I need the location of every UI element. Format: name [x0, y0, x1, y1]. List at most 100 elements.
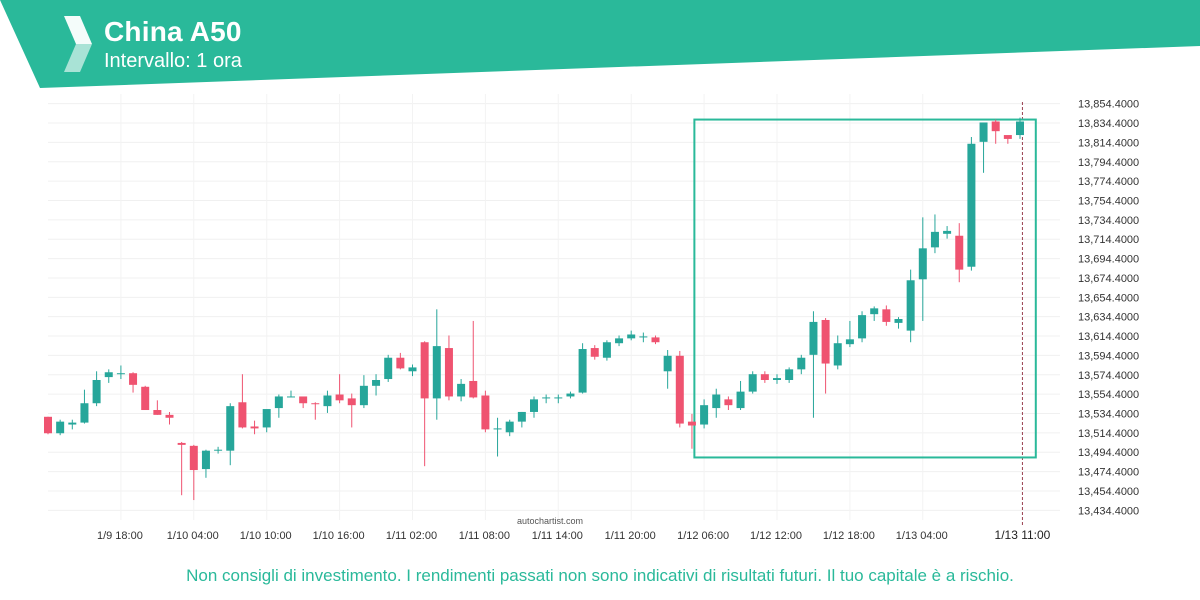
candle-body — [262, 409, 271, 428]
candle — [274, 394, 283, 418]
candle — [554, 394, 563, 404]
candle-body — [955, 235, 964, 270]
candle-body — [991, 121, 1000, 132]
candle — [736, 380, 745, 411]
candle — [615, 335, 624, 347]
candle-body — [882, 309, 891, 322]
y-tick-label: 13,534.4000 — [1078, 409, 1139, 421]
candle-body — [457, 383, 466, 397]
candle-body — [943, 230, 952, 234]
candle — [238, 374, 247, 429]
candle — [68, 419, 77, 430]
candle — [785, 367, 794, 383]
candle-body — [724, 399, 733, 406]
candle-body — [578, 349, 587, 393]
candle — [420, 341, 429, 467]
candle — [566, 391, 575, 399]
candle-body — [372, 380, 381, 386]
candle-body — [530, 399, 538, 412]
candle-body — [347, 398, 356, 406]
candle-body — [590, 348, 599, 357]
candle-body — [141, 386, 150, 411]
y-tick-label: 13,694.4000 — [1078, 254, 1139, 266]
candle-body — [651, 337, 660, 343]
candle-body — [116, 373, 125, 375]
candle — [602, 340, 611, 361]
candle — [323, 390, 332, 413]
candle — [44, 416, 52, 435]
candle-body — [104, 372, 113, 378]
candle-body — [1003, 135, 1012, 139]
candle — [906, 269, 915, 343]
candle — [955, 223, 964, 283]
candle-body — [906, 280, 915, 331]
y-tick-label: 13,634.4000 — [1078, 312, 1139, 324]
candle — [214, 446, 223, 454]
candle-body — [712, 394, 721, 409]
candle-body — [833, 343, 842, 366]
candle-body — [493, 428, 502, 430]
candle-body — [760, 374, 769, 381]
x-tick-label: 1/12 06:00 — [677, 530, 729, 542]
grid-lines — [48, 94, 1060, 520]
candle-body — [80, 403, 89, 423]
candle-body — [809, 321, 818, 355]
candle — [833, 335, 842, 370]
candles-layer — [44, 117, 1024, 501]
y-tick-label: 13,434.4000 — [1078, 505, 1139, 517]
interval-label: Intervallo: 1 ora — [104, 50, 242, 72]
candle-body — [335, 394, 344, 401]
candle — [517, 411, 526, 428]
candle — [930, 214, 939, 254]
y-tick-label: 13,654.4000 — [1078, 292, 1139, 304]
candle-body — [68, 422, 77, 425]
candle — [335, 374, 344, 404]
x-tick-label: 1/11 20:00 — [605, 530, 656, 542]
candle — [991, 119, 1000, 144]
candle-body — [469, 380, 478, 398]
candle — [165, 411, 174, 425]
x-tick-label: 1/11 08:00 — [459, 530, 510, 542]
candle — [1016, 117, 1024, 139]
x-tick-label: 1/11 02:00 — [386, 530, 437, 542]
candle — [444, 335, 453, 401]
candle — [1003, 135, 1012, 144]
candle-body — [542, 397, 551, 399]
y-tick-label: 13,594.4000 — [1078, 350, 1139, 362]
x-tick-label: 1/10 10:00 — [240, 530, 292, 542]
candle — [457, 379, 466, 402]
candle — [311, 402, 320, 420]
candle — [639, 332, 648, 343]
instrument-title: China A50 — [104, 16, 242, 47]
candle — [845, 320, 854, 348]
x-tick-label: 1/11 14:00 — [532, 530, 583, 542]
candle — [797, 354, 806, 375]
candle — [384, 354, 393, 382]
candle — [287, 390, 295, 398]
y-tick-label: 13,854.4000 — [1078, 99, 1139, 111]
candle-body — [870, 308, 879, 315]
candle — [918, 217, 927, 321]
candle-body — [311, 403, 320, 405]
candle-body — [420, 342, 429, 399]
candle-body — [894, 319, 903, 323]
y-tick-label: 13,574.4000 — [1078, 370, 1139, 382]
candle — [530, 396, 538, 418]
candle-body — [189, 445, 198, 471]
candle — [760, 371, 769, 383]
candle-body — [56, 421, 65, 434]
candle-body — [44, 416, 52, 434]
candle — [748, 371, 757, 394]
candle — [116, 365, 125, 380]
candle — [372, 374, 381, 396]
candle — [700, 399, 709, 429]
candle-body — [967, 143, 976, 267]
candle — [201, 449, 210, 478]
candle — [578, 343, 587, 394]
candle — [712, 388, 721, 418]
candle — [651, 335, 660, 345]
disclaimer: Non consigli di investimento. I rendimen… — [186, 566, 1014, 585]
candle-body — [505, 421, 514, 433]
candle-body — [384, 357, 393, 380]
candle — [894, 317, 903, 329]
